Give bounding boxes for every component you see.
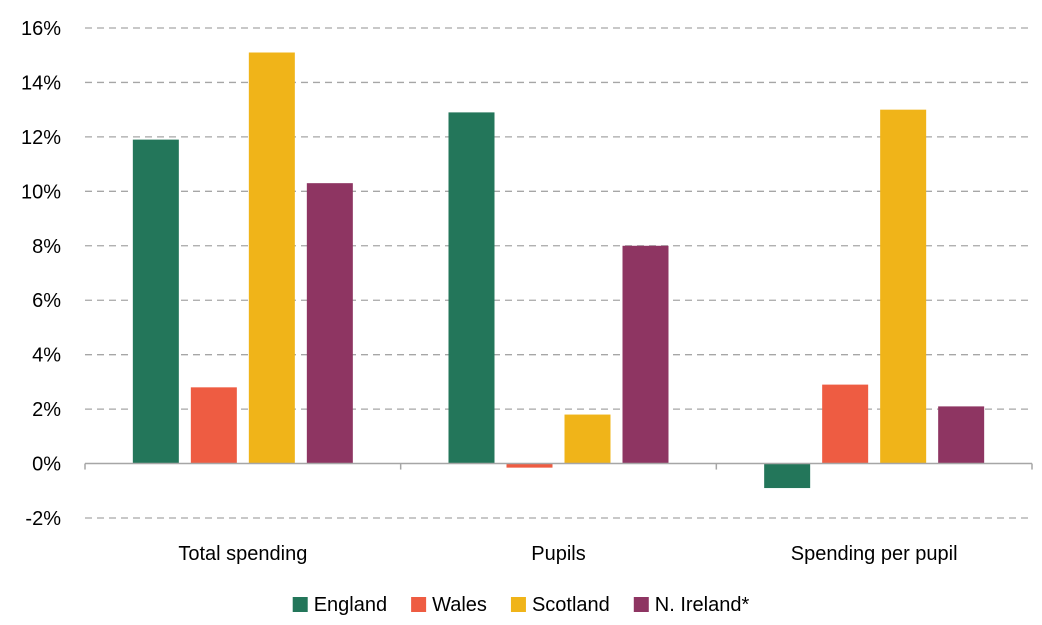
legend-swatch: [510, 597, 526, 612]
y-tick-label: 6%: [32, 290, 61, 312]
legend-label: Scotland: [532, 594, 610, 616]
y-tick-label: -2%: [25, 508, 61, 530]
bars: [132, 52, 985, 489]
legend-label: England: [314, 594, 387, 616]
bar-scotland: [880, 109, 927, 464]
bar-n-ireland: [622, 245, 669, 464]
y-tick-label: 2%: [32, 399, 61, 421]
legend-swatch: [292, 597, 308, 612]
legend-label: Wales: [432, 594, 487, 616]
y-tick-label: 0%: [32, 454, 61, 476]
bar-wales: [822, 384, 869, 464]
y-tick-label: 16%: [21, 18, 61, 40]
y-tick-label: 4%: [32, 345, 61, 367]
legend-swatch: [633, 597, 649, 612]
category-label: Spending per pupil: [791, 543, 958, 565]
bar-n-ireland: [306, 183, 353, 464]
category-label: Total spending: [178, 543, 307, 565]
y-tick-label: 14%: [21, 72, 61, 94]
legend-swatch: [411, 597, 427, 612]
y-tick-labels: -2% 0% 2% 4% 6% 8% 10% 12% 14% 16%: [21, 18, 61, 530]
legend: England Wales Scotland N. Ireland*: [292, 594, 750, 616]
category-label: Pupils: [531, 543, 585, 565]
axes: [84, 462, 1033, 470]
bar-england: [764, 463, 811, 489]
legend-item: N. Ireland*: [633, 594, 750, 616]
bar-n-ireland: [938, 406, 985, 464]
bar-england: [448, 112, 495, 464]
legend-label: N. Ireland*: [655, 594, 750, 616]
y-tick-label: 10%: [21, 181, 61, 203]
category-labels: Total spending Pupils Spending per pupil: [178, 543, 957, 565]
bar-wales: [190, 387, 237, 464]
bar-scotland: [564, 414, 611, 464]
y-tick-label: 12%: [21, 127, 61, 149]
bar-wales: [506, 463, 553, 468]
legend-item: Scotland: [510, 594, 610, 616]
bar-scotland: [248, 52, 295, 464]
legend-item: Wales: [411, 594, 487, 616]
legend-item: England: [292, 594, 387, 616]
y-tick-label: 8%: [32, 236, 61, 258]
gridlines: [85, 27, 1032, 519]
bar-england: [132, 139, 179, 464]
